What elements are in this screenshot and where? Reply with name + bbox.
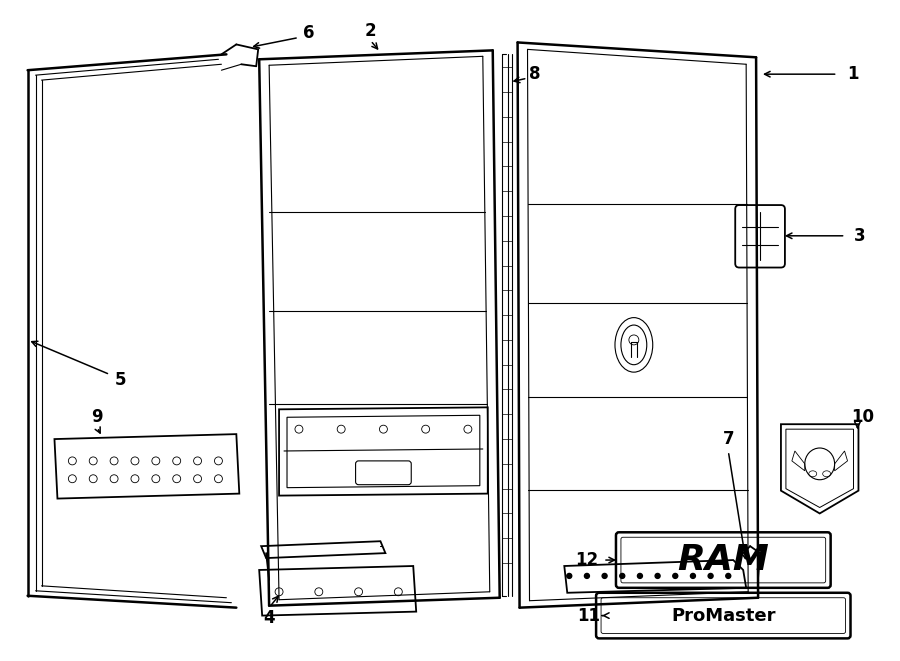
Text: 10: 10: [850, 408, 874, 426]
Circle shape: [584, 574, 590, 578]
Text: 1: 1: [847, 65, 859, 83]
Circle shape: [725, 574, 731, 578]
Text: 4: 4: [264, 609, 274, 627]
Text: 8: 8: [528, 65, 540, 83]
Circle shape: [637, 574, 643, 578]
Text: 12: 12: [576, 551, 598, 569]
Text: ProMaster: ProMaster: [671, 607, 776, 625]
Circle shape: [708, 574, 713, 578]
Text: 3: 3: [853, 227, 865, 245]
Circle shape: [620, 574, 625, 578]
Circle shape: [673, 574, 678, 578]
Circle shape: [690, 574, 696, 578]
Circle shape: [567, 574, 572, 578]
Text: 2: 2: [364, 22, 376, 40]
Circle shape: [655, 574, 660, 578]
Text: 5: 5: [114, 371, 126, 389]
Text: 9: 9: [92, 408, 103, 426]
Text: 7: 7: [723, 430, 734, 448]
Circle shape: [602, 574, 608, 578]
Text: 11: 11: [578, 607, 600, 625]
Text: RAM: RAM: [678, 543, 770, 577]
Text: 6: 6: [303, 24, 315, 42]
